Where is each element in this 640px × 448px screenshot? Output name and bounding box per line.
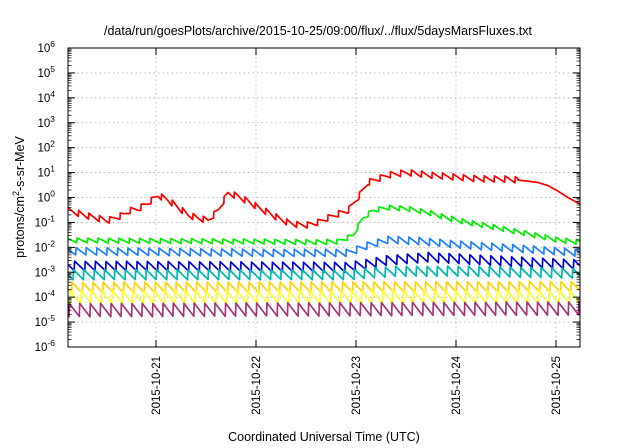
y-tick-label: 104 xyxy=(37,89,55,105)
y-tick-label: 10-3 xyxy=(35,263,56,279)
x-tick-label: 2015-10-21 xyxy=(151,356,163,415)
x-axis-label: Coordinated Universal Time (UTC) xyxy=(228,430,420,444)
series-group xyxy=(67,169,581,318)
x-tick-label: 2015-10-24 xyxy=(451,355,463,414)
y-tick-label: 101 xyxy=(37,164,55,180)
y-tick-label: 103 xyxy=(37,114,55,130)
grid-lines xyxy=(68,48,580,347)
series-line xyxy=(67,235,581,258)
y-tick-label: 102 xyxy=(37,139,55,155)
y-tick-label: 100 xyxy=(37,189,55,205)
x-tick-label: 2015-10-25 xyxy=(551,356,563,415)
series-line xyxy=(67,265,581,281)
series-line xyxy=(67,251,581,273)
y-tick-label: 10-1 xyxy=(35,213,56,229)
series-line xyxy=(67,169,581,229)
y-tick-label: 10-4 xyxy=(35,288,56,304)
chart-title: /data/run/goesPlots/archive/2015-10-25/0… xyxy=(104,24,533,38)
x-tick-labels: 2015-10-21 2015-10-22 2015-10-23 2015-10-24… xyxy=(151,355,563,414)
y-tick-label: 10-6 xyxy=(35,338,56,354)
y-axis-label: protons/cm2-s-sr-MeV xyxy=(11,135,27,257)
series-line xyxy=(67,300,581,318)
series-line xyxy=(67,204,581,246)
y-tick-label: 106 xyxy=(37,39,55,55)
y-tick-label: 105 xyxy=(37,64,55,80)
x-tick-label: 2015-10-22 xyxy=(251,356,263,415)
y-tick-label: 10-5 xyxy=(35,313,56,329)
x-tick-label: 2015-10-23 xyxy=(351,356,363,415)
axis-ticks xyxy=(68,47,580,348)
y-tick-labels: 10-6 10-5 10-4 10-3 10-2 10-1 100 101 102 103 104 1… xyxy=(35,39,56,354)
y-tick-label: 10-2 xyxy=(35,238,56,254)
